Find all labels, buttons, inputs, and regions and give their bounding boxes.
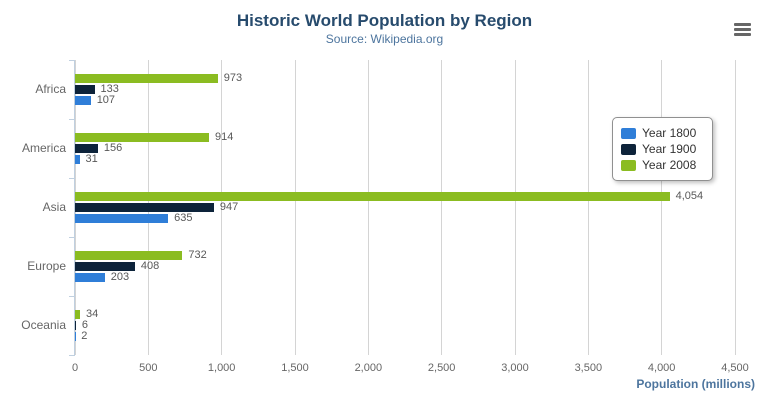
bar-year-2008-asia[interactable] bbox=[75, 192, 670, 201]
plot-area: 0 500 1,000 1,500 2,000 2,500 3,000 3,500 4,000 4… bbox=[21, 60, 749, 374]
axis-tick bbox=[69, 119, 75, 120]
x-axis-title: Population (millions) bbox=[636, 377, 755, 391]
bar-year-1800-asia[interactable] bbox=[75, 214, 169, 223]
grid-line bbox=[441, 60, 443, 355]
category-label-europe: Europe bbox=[27, 258, 66, 273]
x-axis-tick-label: 1,500 bbox=[281, 362, 309, 374]
axis-tick bbox=[69, 296, 75, 297]
bar-year-1800-europe[interactable] bbox=[75, 273, 105, 282]
data-label: 31 bbox=[85, 153, 98, 165]
category-axis-line bbox=[74, 60, 75, 355]
bar-year-1900-america[interactable] bbox=[75, 144, 98, 153]
data-label: 107 bbox=[96, 94, 116, 106]
axis-tick bbox=[69, 237, 75, 238]
x-axis-tick-label: 2,000 bbox=[354, 362, 383, 374]
category-label-africa: Africa bbox=[35, 81, 66, 96]
data-label: 156 bbox=[103, 142, 123, 154]
category-label-oceania: Oceania bbox=[21, 317, 66, 332]
legend-item-year-1800[interactable]: Year 1800 bbox=[621, 126, 704, 140]
x-axis-tick-label: 3,000 bbox=[501, 362, 529, 374]
data-label: 6 bbox=[81, 319, 88, 331]
legend: Year 1800 Year 1900 Year 2008 bbox=[612, 117, 713, 181]
legend-swatch-icon bbox=[621, 143, 636, 155]
legend-swatch-icon bbox=[621, 127, 636, 139]
grid-line bbox=[367, 60, 369, 355]
axis-tick bbox=[69, 178, 75, 179]
bar-year-2008-europe[interactable] bbox=[75, 251, 183, 260]
bar-year-1900-africa[interactable] bbox=[75, 85, 95, 94]
x-axis-tick-label: 1,000 bbox=[207, 362, 236, 374]
legend-item-label: Year 2008 bbox=[642, 158, 697, 172]
data-label: 133 bbox=[100, 83, 119, 95]
x-axis-tick-label: 0 bbox=[71, 362, 79, 374]
x-axis-tick-label: 2,500 bbox=[427, 362, 456, 374]
legend-item-label: Year 1900 bbox=[642, 142, 697, 156]
legend-item-label: Year 1800 bbox=[642, 126, 697, 140]
chart-subtitle: Source: Wikipedia.org bbox=[325, 32, 444, 46]
data-label: 4,054 bbox=[675, 190, 704, 202]
bar-year-1900-asia[interactable] bbox=[75, 203, 214, 212]
chart-title: Historic World Population by Region bbox=[236, 11, 533, 30]
x-axis-tick-label: 3,500 bbox=[574, 362, 603, 374]
axis-tick bbox=[69, 355, 75, 356]
grid-line bbox=[587, 60, 589, 355]
bar-year-2008-africa[interactable] bbox=[75, 74, 218, 83]
data-label: 408 bbox=[140, 260, 160, 272]
bar-year-2008-oceania[interactable] bbox=[75, 310, 80, 319]
bar-year-1900-europe[interactable] bbox=[75, 262, 135, 271]
data-label: 914 bbox=[215, 131, 234, 143]
x-axis-tick-label: 4,500 bbox=[721, 362, 749, 374]
data-label: 34 bbox=[85, 308, 99, 320]
grid-line bbox=[734, 60, 736, 355]
bar-year-2008-america[interactable] bbox=[75, 133, 210, 142]
grid-line bbox=[294, 60, 296, 355]
grid-line bbox=[514, 60, 516, 355]
data-label: 203 bbox=[110, 271, 130, 283]
bar-year-1800-america[interactable] bbox=[75, 155, 80, 164]
grid-line bbox=[661, 60, 663, 355]
grid-line bbox=[221, 60, 223, 355]
legend-item-year-2008[interactable]: Year 2008 bbox=[621, 158, 704, 172]
legend-swatch-icon bbox=[621, 159, 636, 171]
legend-item-year-1900[interactable]: Year 1900 bbox=[621, 142, 704, 156]
category-label-america: America bbox=[21, 140, 66, 155]
data-label: 973 bbox=[223, 72, 243, 84]
category-label-asia: Asia bbox=[42, 199, 66, 214]
x-axis-tick-label: 500 bbox=[139, 362, 158, 374]
data-label: 2 bbox=[81, 330, 88, 342]
bar-year-1800-africa[interactable] bbox=[75, 96, 91, 105]
data-label: 732 bbox=[188, 249, 207, 261]
data-label: 635 bbox=[174, 212, 193, 224]
axis-tick bbox=[69, 60, 75, 61]
hamburger-menu-icon bbox=[734, 22, 753, 36]
context-menu-button[interactable] bbox=[730, 17, 757, 41]
data-label: 947 bbox=[219, 201, 239, 213]
x-axis-tick-label: 4,000 bbox=[647, 362, 676, 374]
bar-year-1900-oceania[interactable] bbox=[75, 321, 76, 330]
